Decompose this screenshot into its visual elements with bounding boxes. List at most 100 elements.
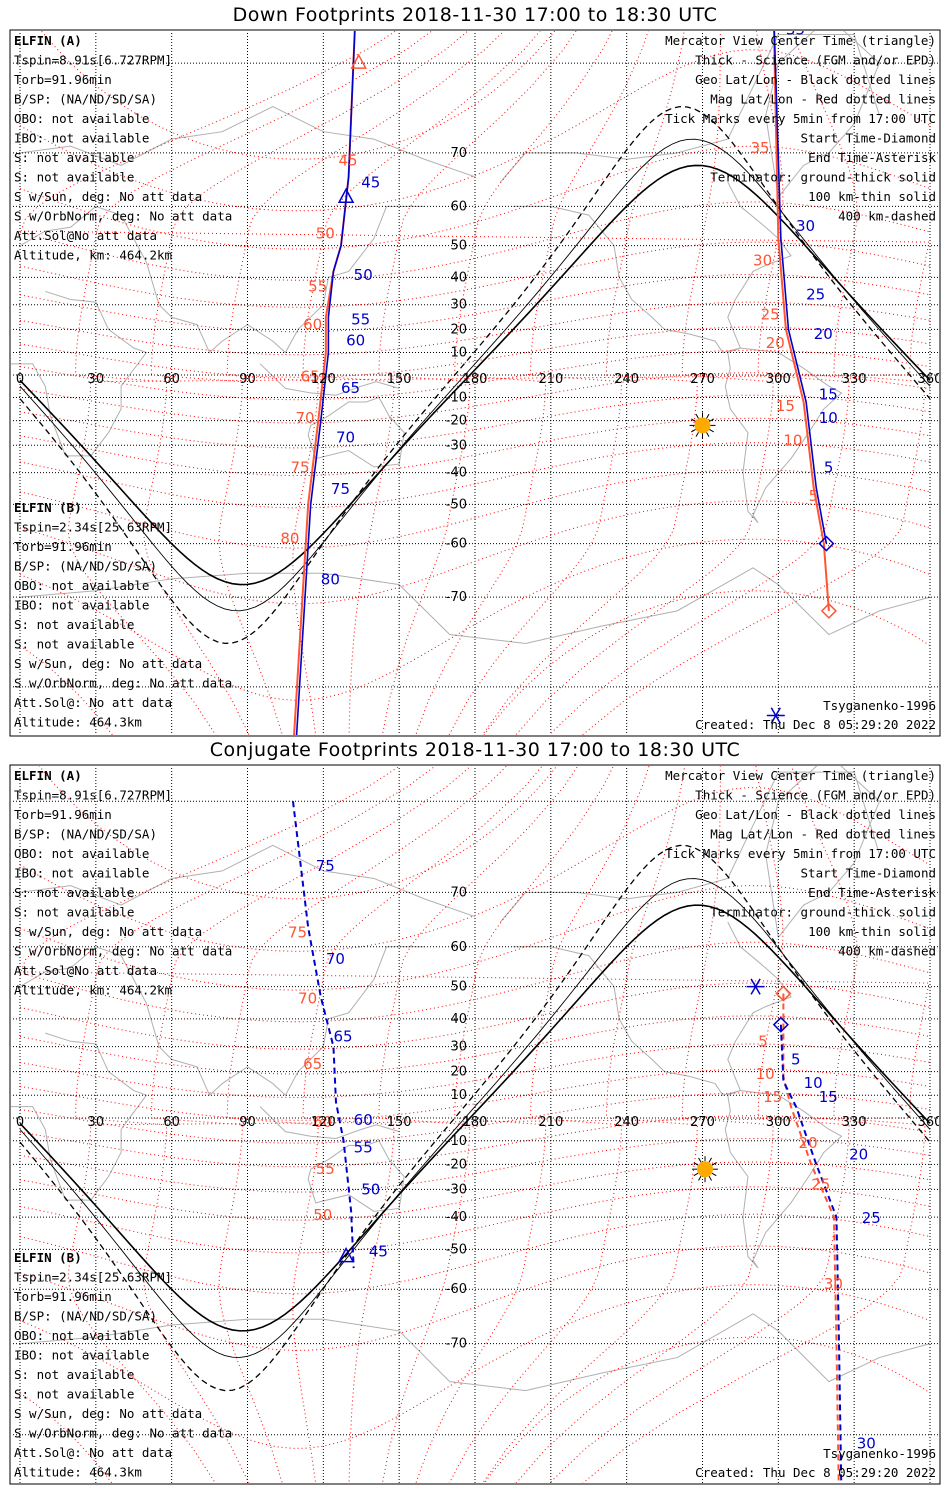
lon-tick-label: 210 [538,372,563,387]
mag-grid [19,31,931,735]
lat-tick-label: -50 [446,497,467,512]
notes-elfin-a-line: S: not available [14,170,134,185]
lon-tick-label: 30 [88,372,105,387]
map-area: 4550556065707580455055606570758085353025… [11,20,943,756]
notes-elfin-b-line: Tspin=2.34s[25.63RPM] [14,1270,172,1285]
lat-tick-label: 30 [450,298,467,313]
elfin-a-tick-label: 65 [341,379,360,397]
legend-line: Mercator View Center Time (triangle) [665,768,936,783]
elfin-a-tick-label: 15 [819,386,838,404]
sun-icon [692,1156,719,1183]
legend-line: 100 km-thin solid [808,924,936,939]
terminator-400km [19,844,931,1392]
lon-tick-label: 360 [918,1115,943,1130]
notes-elfin-a-line: Altitude, km: 464.2km [14,983,172,998]
elfin-b-track-east [782,993,840,1483]
legend-line: End Time-Asterisk [808,150,936,165]
elfin-b-tick-label: 30 [753,251,772,269]
panel-frame [9,764,941,1485]
elfin-a-track [295,31,356,735]
elfin-a-tick-label: 80 [321,571,340,589]
notes-elfin-a-line: S: not available [14,885,134,900]
elfin-b-tick-label: 75 [288,923,307,941]
legend-line: Start Time-Diamond [801,866,936,881]
lat-tick-label: 10 [450,1088,467,1103]
lon-tick-label: 150 [387,372,412,387]
start-diamond-marker [818,535,835,552]
elfin-b-tick-label: 55 [316,1160,335,1178]
notes-elfin-a-line: S w/Sun, deg: No att data [14,924,202,939]
elfin-b-tick-label: 85 [265,738,284,756]
lat-tick-label: 50 [450,239,467,254]
notes-elfin-b-line: Altitude: 464.3km [14,715,142,730]
lat-tick-label: 20 [450,1065,467,1080]
elfin-a-tick-label: 45 [369,1243,388,1261]
elfin-a-tick-label: 50 [361,1181,380,1199]
elfin-b-tick-label: 15 [763,1088,782,1106]
legend-line: Tick Marks every 5min from 17:00 UTC [665,111,936,126]
legend-line: Mercator View Center Time (triangle) [665,33,936,48]
lat-tick-label: -20 [446,414,467,429]
notes-elfin-b-line: S: not available [14,617,134,632]
notes-elfin-a-line: Tspin=8.91s[6.727RPM] [14,788,172,803]
legend-line: Tick Marks every 5min from 17:00 UTC [665,846,936,861]
lon-tick-label: 0 [16,372,24,387]
notes-elfin-b-line: OBO: not available [14,1328,149,1343]
conjugate-footprints-title: Conjugate Footprints 2018-11-30 17:00 to… [209,739,741,761]
lat-tick-label: -70 [446,1337,467,1352]
lat-tick-label: -40 [446,466,467,481]
lon-tick-label: 330 [842,1115,867,1130]
notes-elfin-b-line: Torb=91.96min [14,539,112,554]
elfin-b-tick-label: 65 [303,1055,322,1073]
legend-line: Thick - Science (FGM and/or EPD) [695,788,936,803]
lon-tick-label: 360 [918,372,943,387]
view-center-triangle-marker [350,53,367,69]
end-asterisk-marker [746,978,765,995]
notes-elfin-a-line: IBO: not available [14,866,149,881]
notes-elfin-a-line: Torb=91.96min [14,72,112,87]
elfin-notes: ELFIN (A) Tspin=8.91s[6.727RPM] Torb=91.96… [14,33,936,732]
notes-elfin-b-line: S: not available [14,1367,134,1382]
elfin-a-tick-label: 25 [806,285,825,303]
elfin-a-track-east [773,31,828,544]
notes-elfin-b-line: IBO: not available [14,598,149,613]
elfin-b-tick-label: 20 [766,334,785,352]
lat-tick-label: 70 [450,146,467,161]
legend-line: Geo Lat/Lon - Black dotted lines [695,72,936,87]
conjugate-panel: 7570656055504575706560555051015202530510… [9,764,943,1485]
legend-line: Mag Lat/Lon - Red dotted lines [710,92,936,107]
elfin-b-tick-label: 60 [313,1113,332,1131]
elfin-b-tick-label: 35 [751,139,770,157]
lon-tick-label: 60 [163,372,180,387]
elfin-b-tick-label: 60 [303,315,322,333]
lon-tick-label: 150 [387,1115,412,1130]
notes-elfin-b-header: ELFIN (B) [14,500,82,515]
lon-tick-label: 300 [766,372,791,387]
elfin-b-tick-label: 10 [783,431,802,449]
lat-tick-label: 40 [450,1012,467,1027]
geo-grid [11,766,939,1483]
notes-elfin-a-line: S w/OrbNorm, deg: No att data [14,944,232,959]
notes-elfin-a-line: Tspin=8.91s[6.727RPM] [14,53,172,68]
lon-tick-label: 180 [463,372,488,387]
lon-tick-label: 210 [538,1115,563,1130]
start-diamond-marker [820,602,837,619]
elfin-a-tick-label: 35 [786,20,805,38]
notes-elfin-b-line: S w/Sun, deg: No att data [14,656,202,671]
end-asterisk-marker [766,707,785,724]
sun-icon [689,412,716,439]
map-area: 7570656055504575706560555051015202530510… [11,766,943,1483]
elfin-b-tick-label: 65 [301,368,320,386]
elfin-notes: ELFIN (A) Tspin=8.91s[6.727RPM] Torb=91.96… [14,768,936,1480]
elfin-b-tick-label: 55 [308,277,327,295]
elfin-a-tick-label: 55 [351,311,370,329]
elfin-b-track-east [772,31,830,611]
legend-line: 400 km-dashed [838,944,936,959]
elfin-a-tick-label: 10 [819,409,838,427]
lat-tick-label: 60 [450,940,467,955]
lon-tick-label: 270 [690,372,715,387]
notes-elfin-b-line: S w/OrbNorm, deg: No att data [14,1426,232,1441]
lon-tick-label: 300 [766,1115,791,1130]
elfin-a-tick-label: 5 [824,459,834,477]
notes-elfin-b-line: S: not available [14,637,134,652]
